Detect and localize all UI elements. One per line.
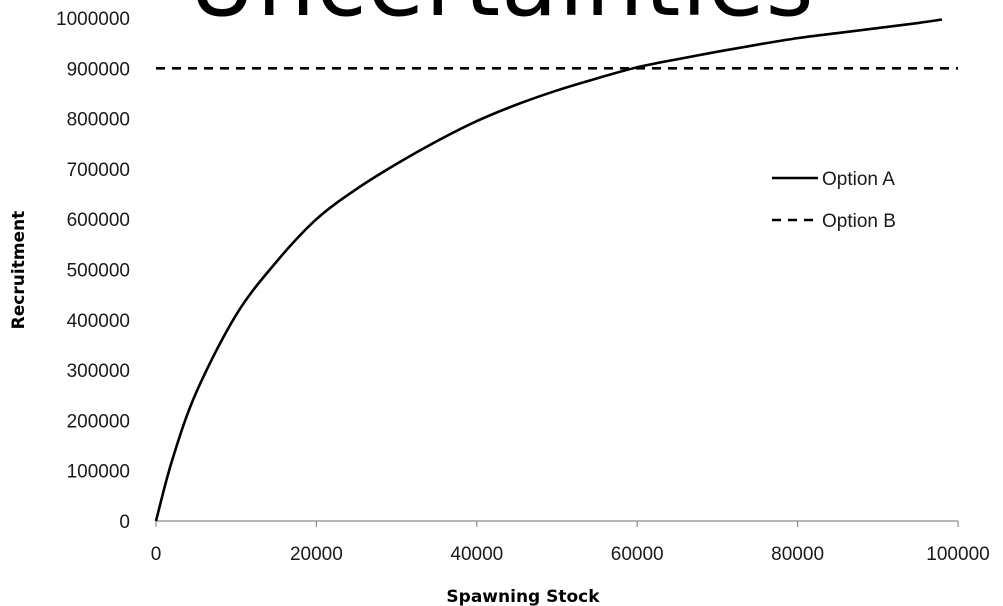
y-tick-labels: 0 100000 200000 300000 400000 500000 600000 700… [56,9,130,533]
y-tick-label: 0 [119,512,130,533]
y-tick-label: 700000 [67,160,130,181]
x-axis-title: Spawning Stock [446,587,600,606]
y-tick-label: 900000 [67,59,130,80]
x-tick-label: 20000 [290,544,343,565]
legend: Option A Option B [772,169,896,232]
x-tick-label: 40000 [450,544,503,565]
y-tick-label: 400000 [67,311,130,332]
legend-label: Option A [822,169,895,190]
y-tick-label: 800000 [67,110,130,131]
y-tick-label: 500000 [67,261,130,282]
slide-title: Uncertainties [0,0,1003,30]
y-tick-label: 300000 [67,361,130,382]
legend-label: Option B [822,211,896,232]
series-line-option-a [154,18,943,522]
x-tick-labels: 0 20000 40000 60000 80000 100000 [151,544,990,565]
y-axis-title: Recruitment [9,211,29,330]
x-tick-label: 100000 [926,544,989,565]
x-tick-label: 80000 [771,544,824,565]
y-tick-label: 600000 [67,210,130,231]
y-tick-label: 200000 [67,411,130,432]
series-layer [154,18,958,522]
x-tick-label: 0 [151,544,162,565]
x-tick-label: 60000 [611,544,664,565]
y-tick-label: 100000 [67,462,130,483]
y-tick-label: 1000000 [56,9,130,30]
x-tick-marks [155,521,959,527]
